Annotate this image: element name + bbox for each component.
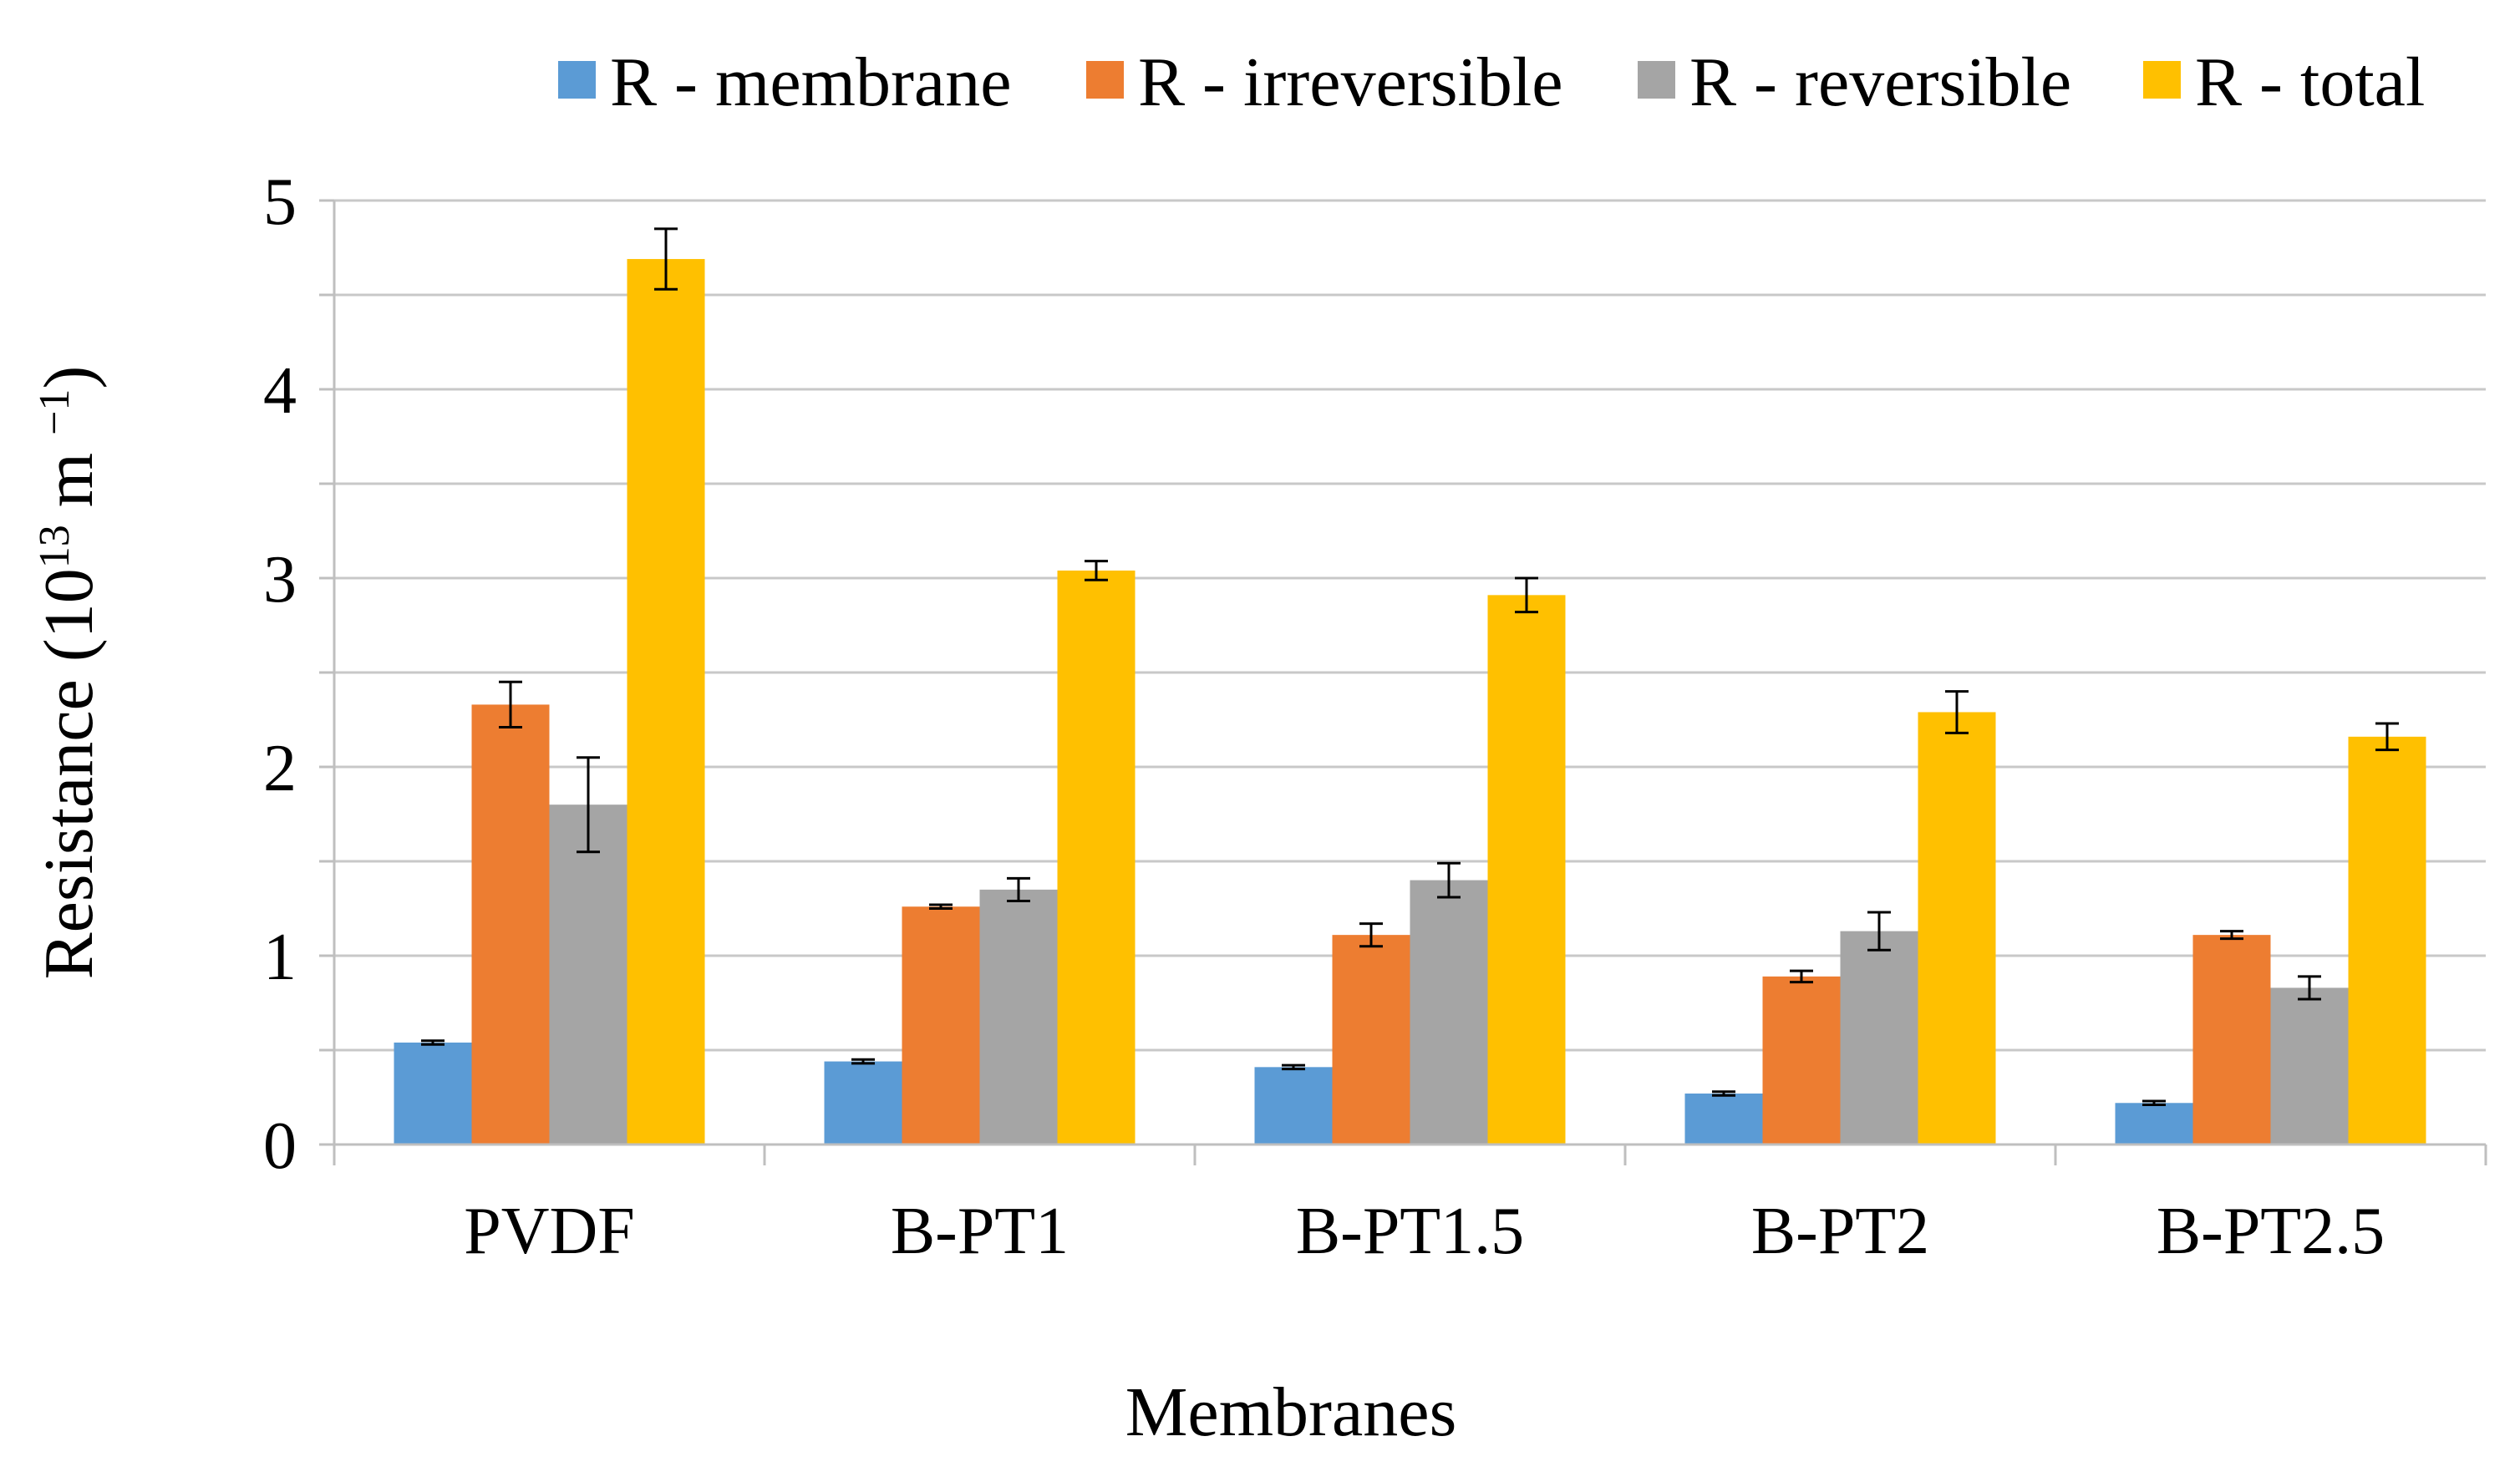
legend-item: R - membrane [558,43,1012,121]
bars [394,227,2426,1145]
error-bar [1007,876,1030,902]
bar-r-total-b-pt1 [1057,570,1136,1145]
y-tick-label: 3 [263,543,297,617]
error-bar [2298,975,2321,1001]
error-bar [499,680,522,729]
y-tick-label: 5 [263,165,297,239]
legend-label: R - reversible [1689,43,2071,121]
legend-item: R - total [2143,43,2425,121]
bar-r-reversible-b-pt2-5 [2270,987,2349,1145]
legend-swatch [1086,61,1124,99]
error-bar [654,227,678,291]
legend-label: R - membrane [610,43,1012,121]
bar-r-irreversible-b-pt1-5 [1332,935,1410,1145]
error-bar [1945,690,1969,734]
error-bar [1359,922,1383,948]
error-bar [2142,1099,2166,1107]
bar-r-irreversible-b-pt2 [1762,976,1841,1145]
bar-r-irreversible-pvdf [471,704,550,1145]
y-tick-label: 1 [263,921,297,994]
bar-r-total-pvdf [627,259,705,1145]
error-bar [2220,930,2243,941]
error-bar [1515,576,1538,614]
error-bar [577,756,600,854]
bar-r-total-b-pt2-5 [2348,736,2426,1145]
y-axis-title: Resistance (1013 m −1) [30,366,108,980]
bar-r-membrane-pvdf [394,1042,472,1145]
bar-r-reversible-b-pt1 [979,889,1058,1145]
error-bar [1867,911,1891,952]
legend-item: R - irreversible [1086,43,1562,121]
legend-label: R - total [2195,43,2425,121]
bar-r-membrane-b-pt2 [1684,1093,1763,1145]
y-tick-label: 4 [263,354,297,428]
x-tick-label: B-PT2.5 [2157,1195,2385,1268]
legend-swatch [2143,61,2181,99]
legend-swatch [1638,61,1675,99]
x-tick-label: B-PT1.5 [1296,1195,1524,1268]
bar-r-total-b-pt2 [1918,712,1996,1145]
legend-swatch [558,61,596,99]
legend: R - membrane R - irreversible R - reversib… [558,43,2425,121]
error-bar [421,1039,445,1046]
x-tick-label: PVDF [464,1195,635,1268]
legend-label: R - irreversible [1138,43,1562,121]
error-bar [929,903,953,910]
error-bar [1712,1090,1735,1097]
y-tick-label: 2 [263,732,297,805]
y-tick-label: 0 [263,1109,297,1183]
bar-r-total-b-pt1-5 [1487,595,1566,1145]
error-bar [2375,722,2399,752]
axes: 0 1 2 3 4 5 PVDF B-PT1 B-PT1.5 B-PT2 B-PT2.5 [263,165,2487,1268]
bar-r-membrane-b-pt2-5 [2115,1103,2193,1145]
bar-r-membrane-b-pt1 [824,1061,902,1145]
bar-r-reversible-pvdf [549,804,627,1145]
error-bar [1282,1063,1305,1071]
bar-r-reversible-b-pt1-5 [1410,880,1488,1145]
bar-r-irreversible-b-pt1 [902,906,980,1145]
legend-item: R - reversible [1638,43,2071,121]
bar-r-reversible-b-pt2 [1840,931,1918,1145]
x-tick-label: B-PT1 [891,1195,1069,1268]
bar-r-irreversible-b-pt2-5 [2192,935,2271,1145]
error-bar [1790,969,1813,984]
error-bar [851,1058,875,1065]
x-axis-title: Membranes [1125,1373,1457,1451]
error-bar [1085,560,1108,581]
x-tick-label: B-PT2 [1751,1195,1929,1268]
error-bar [1437,861,1461,899]
bar-r-membrane-b-pt1-5 [1254,1067,1333,1145]
